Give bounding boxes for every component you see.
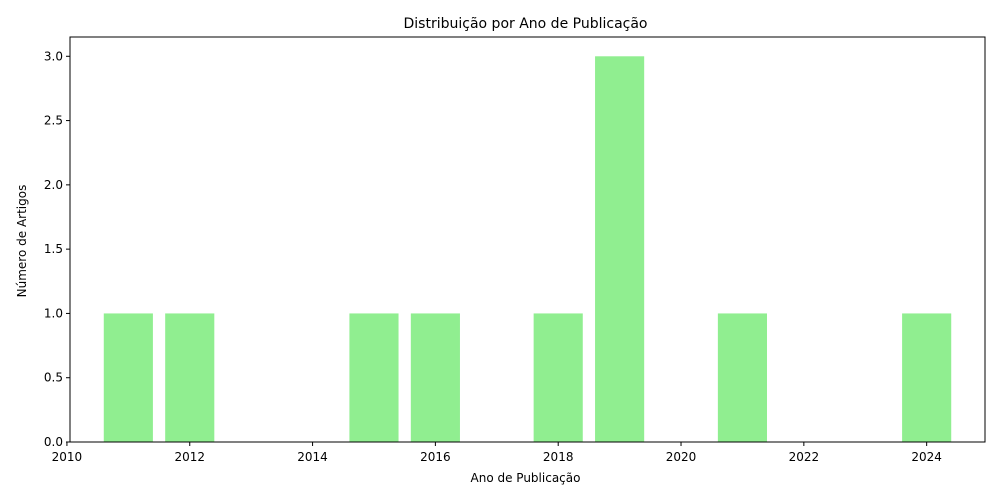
y-axis-label: Número de Artigos [15,185,29,298]
x-tick-label: 2018 [543,450,574,464]
bar-2019 [595,56,645,443]
y-tick-label: 0.0 [44,435,63,449]
bar-2016 [410,313,460,442]
y-tick-label: 2.5 [44,114,63,128]
bars-layer [103,56,952,443]
x-axis-label: Ano de Publicação [471,471,581,485]
bar-2011 [103,313,153,442]
y-axis-ticks: 0.0 0.5 1.0 1.5 2.0 2.5 3.0 [44,49,70,449]
y-tick-label: 3.0 [44,49,63,63]
bar-2012 [165,313,215,442]
x-tick-label: 2020 [666,450,697,464]
x-tick-label: 2014 [297,450,328,464]
bar-2018 [533,313,583,442]
y-tick-label: 2.0 [44,178,63,192]
x-tick-label: 2022 [789,450,820,464]
bar-2015 [349,313,399,442]
x-tick-label: 2024 [911,450,942,464]
chart-title: Distribuição por Ano de Publicação [404,16,648,32]
x-tick-label: 2012 [174,450,205,464]
x-tick-label: 2016 [420,450,451,464]
bar-2024 [902,313,952,442]
y-tick-label: 1.5 [44,242,63,256]
bar-2021 [717,313,767,442]
y-tick-label: 0.5 [44,371,63,385]
plot-frame [69,36,986,443]
x-tick-label: 2010 [52,450,83,464]
y-tick-label: 1.0 [44,306,63,320]
x-axis-ticks: 2010 2012 2014 2016 2018 2020 2022 2024 [52,442,942,464]
